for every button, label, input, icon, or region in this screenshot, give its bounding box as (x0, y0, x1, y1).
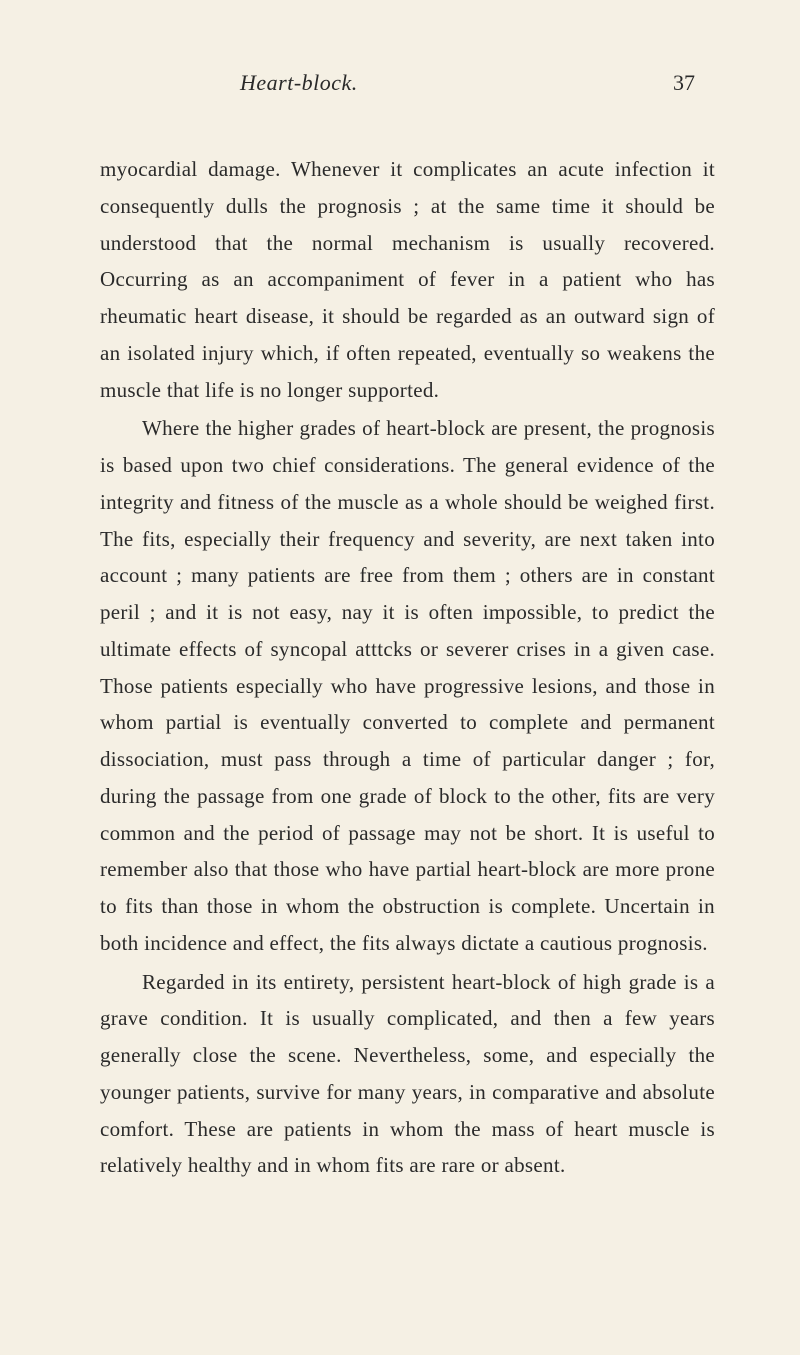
header-title: Heart-block. (240, 70, 358, 96)
paragraph-2: Regarded in its entirety, persistent hea… (100, 964, 715, 1185)
page-header: Heart-block. 37 (100, 70, 715, 96)
body-text: myocardial damage. Whenever it complicat… (100, 151, 715, 1184)
paragraph-1: Where the higher grades of heart-block a… (100, 410, 715, 961)
paragraph-0: myocardial damage. Whenever it complicat… (100, 151, 715, 408)
page-number: 37 (673, 70, 695, 96)
